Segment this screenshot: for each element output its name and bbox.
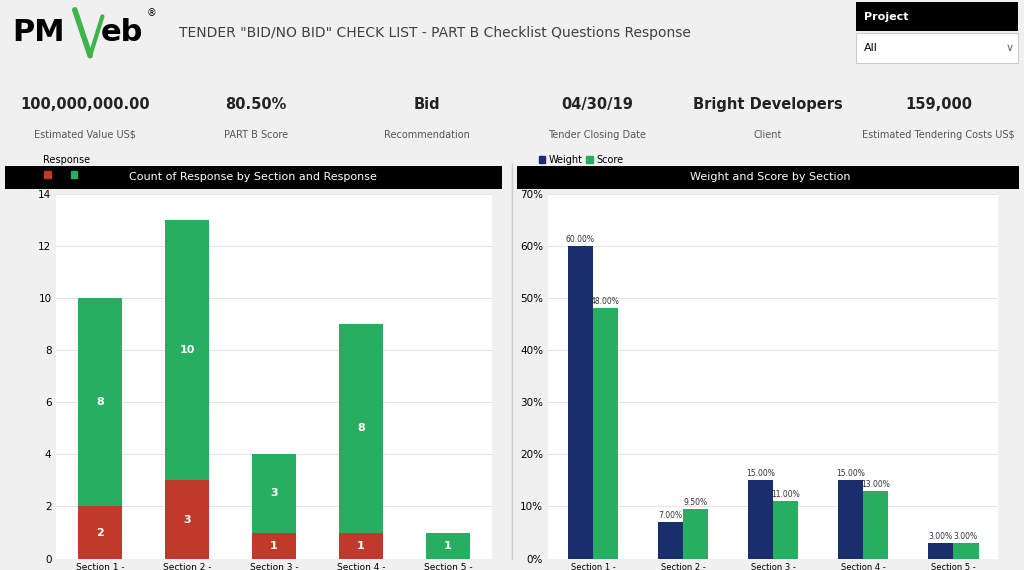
Bar [78, 298, 122, 507]
Text: 80.50%: 80.50% [225, 97, 287, 112]
Text: Client: Client [754, 130, 782, 140]
Bar [5, 166, 502, 189]
Bar [78, 507, 122, 559]
Text: eb: eb [100, 18, 142, 47]
Bar [252, 532, 296, 559]
Bar [517, 166, 1019, 189]
Bar [838, 481, 863, 559]
Legend: No, Yes: No, Yes [39, 151, 100, 184]
Text: Recommendation: Recommendation [384, 130, 470, 140]
Text: 15.00%: 15.00% [746, 469, 775, 478]
Text: Count of Response by Section and Response: Count of Response by Section and Respons… [129, 172, 377, 182]
Text: 1: 1 [444, 540, 452, 551]
Text: 10: 10 [179, 345, 195, 355]
Text: 9.50%: 9.50% [684, 498, 708, 507]
Text: 7.00%: 7.00% [658, 511, 682, 520]
Bar [165, 481, 209, 559]
Text: 13.00%: 13.00% [861, 480, 890, 488]
Text: 60.00%: 60.00% [566, 235, 595, 244]
Bar [426, 532, 470, 559]
Text: ∨: ∨ [1006, 43, 1014, 53]
Text: 1: 1 [270, 540, 278, 551]
Text: 100,000,000.00: 100,000,000.00 [20, 97, 151, 112]
Text: Tender Closing Date: Tender Closing Date [548, 130, 646, 140]
Text: 8: 8 [96, 397, 103, 407]
Text: 3.00%: 3.00% [954, 532, 978, 541]
Text: PM: PM [12, 18, 65, 47]
Text: Project: Project [864, 12, 908, 22]
Bar [339, 324, 383, 532]
Legend: Weight, Score: Weight, Score [535, 151, 627, 169]
Text: All: All [864, 43, 879, 53]
Text: Estimated Tendering Costs US$: Estimated Tendering Costs US$ [862, 130, 1015, 140]
Bar [252, 454, 296, 532]
Bar [165, 220, 209, 481]
Bar [748, 481, 773, 559]
Text: 159,000: 159,000 [905, 97, 972, 112]
Text: 1: 1 [357, 540, 365, 551]
Text: PART B Score: PART B Score [224, 130, 288, 140]
Text: TENDER "BID/NO BID" CHECK LIST - PART B Checklist Questions Response: TENDER "BID/NO BID" CHECK LIST - PART B … [179, 26, 691, 40]
Text: 3: 3 [183, 515, 190, 524]
Bar [863, 491, 889, 559]
Text: 48.00%: 48.00% [591, 298, 620, 306]
Bar [953, 543, 979, 559]
Bar [856, 32, 1018, 63]
Bar [683, 509, 709, 559]
Bar [593, 308, 618, 559]
Bar [856, 2, 1018, 31]
Bar [773, 501, 799, 559]
Text: 11.00%: 11.00% [771, 490, 800, 499]
Text: Bid: Bid [414, 97, 440, 112]
Bar [567, 246, 593, 559]
Text: ®: ® [146, 8, 157, 18]
Text: 2: 2 [96, 528, 103, 538]
Text: Estimated Value US$: Estimated Value US$ [35, 130, 136, 140]
Text: 8: 8 [357, 424, 365, 433]
Bar [928, 543, 953, 559]
Text: 04/30/19: 04/30/19 [561, 97, 633, 112]
Text: Weight and Score by Section: Weight and Score by Section [690, 172, 850, 182]
Text: 3: 3 [270, 488, 278, 498]
Bar [657, 522, 683, 559]
Text: Bright Developers: Bright Developers [693, 97, 843, 112]
Text: 15.00%: 15.00% [837, 469, 865, 478]
Bar [339, 532, 383, 559]
Text: 3.00%: 3.00% [929, 532, 952, 541]
